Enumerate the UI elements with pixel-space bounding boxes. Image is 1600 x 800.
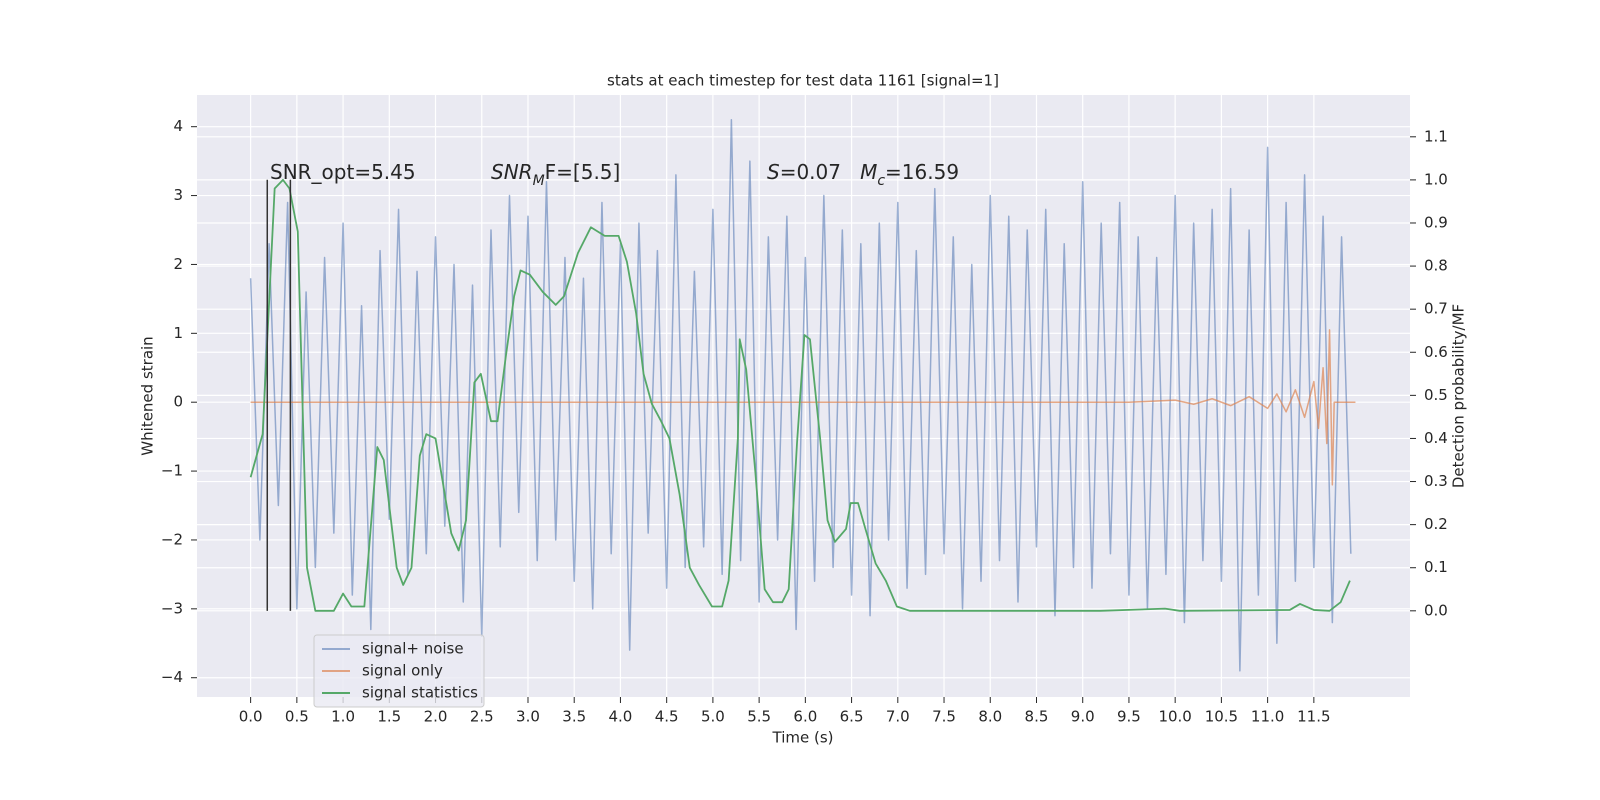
series-line [249, 119, 1352, 672]
x-tick-label: 4.0 [609, 708, 633, 726]
legend-label: signal statistics [362, 684, 478, 702]
x-tick-label: 2.0 [424, 708, 448, 726]
y2-tick-label: 0.4 [1424, 429, 1448, 447]
x-tick-label: 9.5 [1117, 708, 1141, 726]
x-tick-label: 0.5 [285, 708, 309, 726]
annotation: SNR_opt=5.45 [270, 160, 416, 184]
y-tick-label: −3 [161, 599, 183, 617]
annotation-part: S [767, 160, 780, 184]
x-tick-label: 6.5 [840, 708, 864, 726]
y2-tick-label: 0.2 [1424, 515, 1448, 533]
y2-tick-label: 0.5 [1424, 386, 1448, 404]
y2-tick-label: 1.1 [1424, 127, 1448, 145]
x-tick-label: 3.5 [562, 708, 586, 726]
x-tick-label: 1.5 [377, 708, 401, 726]
y2-tick-label: 0.3 [1424, 472, 1448, 490]
y-tick-label: 4 [173, 117, 183, 135]
legend-label: signal only [362, 662, 443, 680]
y2-tick-label: 1.0 [1424, 170, 1448, 188]
x-tick-label: 5.0 [701, 708, 725, 726]
y-tick-label: −1 [161, 462, 183, 480]
annotation-part: =0.07 [780, 160, 860, 184]
legend-label: signal+ noise [362, 640, 464, 658]
y-tick-label: 3 [173, 186, 183, 204]
x-tick-label: 1.0 [331, 708, 355, 726]
x-tick-label: 7.0 [886, 708, 910, 726]
x-tick-label: 2.5 [470, 708, 494, 726]
x-tick-label: 8.5 [1025, 708, 1049, 726]
x-tick-label: 5.5 [747, 708, 771, 726]
chart-title: stats at each timestep for test data 116… [607, 72, 999, 90]
annotation-part: M [533, 173, 545, 189]
y-tick-label: 2 [173, 255, 183, 273]
x-tick-label: 10.5 [1205, 708, 1238, 726]
y-axis-label: Whitened strain [139, 336, 157, 455]
x-tick-label: 11.5 [1297, 708, 1330, 726]
legend-box [313, 634, 485, 708]
x-tick-label: 10.0 [1158, 708, 1191, 726]
y2-axis-label: Detection probability/MF [1450, 304, 1468, 488]
series-line [250, 329, 1356, 486]
y-tick-label: 1 [173, 324, 183, 342]
annotation-part: c [877, 173, 885, 189]
x-tick-label: 7.5 [932, 708, 956, 726]
x-tick-label: 0.0 [239, 708, 263, 726]
x-tick-label: 3.0 [516, 708, 540, 726]
annotation-part: SNR_opt=5.45 [270, 160, 416, 184]
x-tick-label: 8.0 [978, 708, 1002, 726]
y2-tick-label: 0.8 [1424, 257, 1448, 275]
y2-tick-label: 0.0 [1424, 601, 1448, 619]
y2-tick-label: 0.6 [1424, 343, 1448, 361]
plot-background [197, 95, 1410, 697]
series-line [249, 178, 1351, 612]
annotation: SNRMF=[5.5] [491, 160, 620, 190]
x-tick-label: 6.0 [793, 708, 817, 726]
x-axis-label: Time (s) [772, 729, 834, 747]
annotation-part: F=[5.5] [545, 160, 621, 184]
y-tick-label: 0 [173, 393, 183, 411]
annotation-part: SNR [491, 160, 533, 184]
annotation-part: M [860, 160, 877, 184]
x-tick-label: 4.5 [655, 708, 679, 726]
y-tick-label: −2 [161, 530, 183, 548]
y-tick-label: −4 [161, 668, 183, 686]
annotation-part: =16.59 [885, 160, 959, 184]
y2-tick-label: 0.7 [1424, 300, 1448, 318]
x-tick-label: 11.0 [1251, 708, 1284, 726]
y2-tick-label: 0.9 [1424, 213, 1448, 231]
annotation: S=0.07 Mc=16.59 [767, 160, 959, 190]
y2-tick-label: 0.1 [1424, 558, 1448, 576]
x-tick-label: 9.0 [1071, 708, 1095, 726]
